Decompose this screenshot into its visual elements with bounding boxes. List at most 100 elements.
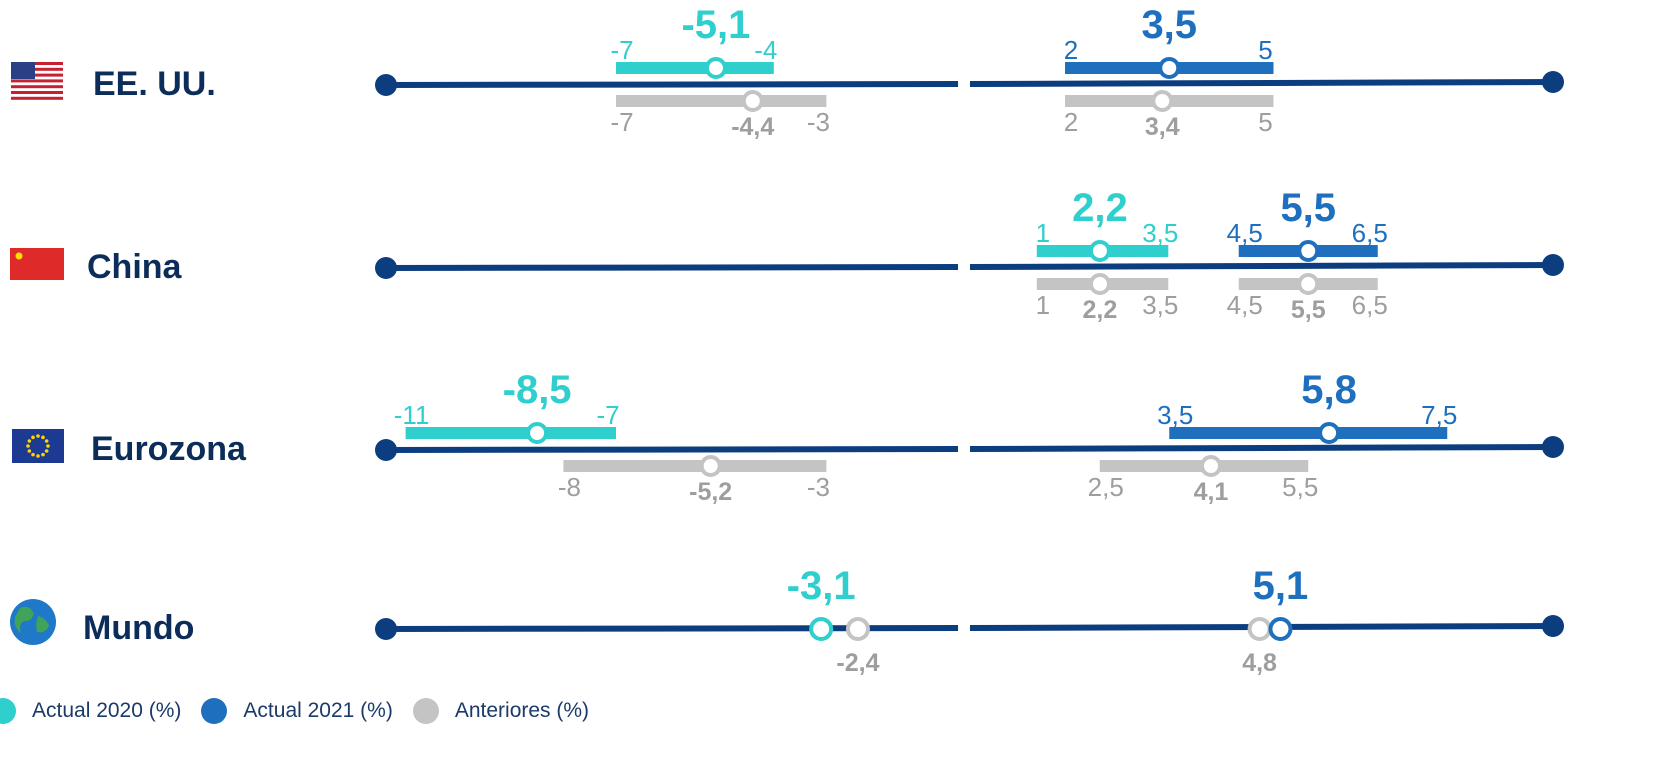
range-low-label-y2021-actual: 4,5	[1227, 218, 1263, 248]
axis-end-marker	[1542, 71, 1564, 93]
center-value-label-y2020-previous: -4,4	[731, 113, 774, 141]
range-high-label-y2021-actual: 7,5	[1421, 400, 1457, 430]
flag-star	[31, 435, 35, 440]
legend-swatch-previous	[412, 698, 439, 724]
marker-y2021-actual	[1158, 57, 1181, 79]
axis-line-2020	[385, 264, 959, 271]
flag-stripe	[11, 62, 63, 65]
eu-flag-icon	[12, 429, 64, 463]
flag-star	[41, 435, 45, 440]
center-value-label-y2021-actual: 3,5	[1141, 3, 1197, 47]
range-low-label-y2020-previous: -8	[558, 472, 581, 502]
marker-y2020-previous	[741, 90, 764, 112]
range-high-label-y2020-previous: -3	[807, 472, 830, 502]
axis-end-marker	[375, 257, 397, 279]
range-high-label-y2021-previous: 5,5	[1282, 472, 1318, 502]
flag-star	[44, 449, 49, 453]
globe-land	[36, 616, 49, 633]
center-value-label-y2021-actual: 5,5	[1280, 186, 1336, 230]
globe-icon	[10, 599, 56, 645]
flag-star	[44, 439, 49, 443]
range-high-label-y2021-previous: 6,5	[1352, 290, 1388, 320]
range-high-label-y2020-previous: -3	[807, 107, 830, 137]
legend-label-2021: Actual 2021 (%)	[243, 699, 393, 722]
range-low-label-y2021-previous: 2	[1064, 107, 1078, 137]
range-low-label-y2021-actual: 2	[1064, 35, 1078, 65]
flag-star	[46, 444, 50, 448]
legend: Actual 2020 (%) Actual 2021 (%) Anterior…	[0, 694, 609, 728]
flag-stripe	[11, 85, 63, 89]
marker-y2021-actual	[1268, 617, 1293, 641]
axis-end-marker	[375, 618, 397, 640]
flag-star	[27, 449, 32, 453]
axis-end-marker	[1542, 254, 1564, 276]
flag-star	[26, 444, 30, 448]
country-label: Eurozona	[91, 430, 247, 468]
center-value-label-y2021-previous: 4,1	[1194, 478, 1229, 506]
range-low-label-y2021-previous: 2,5	[1088, 472, 1124, 502]
center-value-label-y2021-actual: 5,8	[1301, 368, 1357, 412]
center-value-label-y2020-actual: -8,5	[503, 368, 572, 412]
marker-y2021-previous	[1247, 617, 1272, 641]
range-high-label-y2020-actual: 3,5	[1142, 218, 1178, 248]
legend-item-previous: Anteriores (%)	[412, 698, 590, 724]
country-label: Mundo	[83, 609, 194, 647]
axis-end-marker	[375, 74, 397, 96]
center-value-label-y2021-previous: 5,5	[1291, 296, 1326, 324]
country-label: EE. UU.	[93, 65, 216, 103]
range-low-label-y2020-previous: -7	[610, 107, 633, 137]
flag-star	[36, 434, 40, 438]
center-value-label-y2020-previous: -2,4	[836, 649, 879, 677]
legend-label-2020: Actual 2020 (%)	[32, 699, 182, 722]
flag-star	[36, 454, 40, 458]
legend-swatch-2021	[201, 698, 228, 724]
flag-stripe	[11, 79, 63, 83]
us-flag-icon	[11, 62, 63, 100]
legend-label-previous: Anteriores (%)	[454, 699, 590, 722]
flag-field	[12, 429, 64, 463]
marker-y2020-previous	[845, 617, 870, 641]
range-high-label-y2021-previous: 5	[1258, 107, 1272, 137]
axis-line-2020	[385, 446, 959, 453]
range-low-label-y2020-actual: 1	[1036, 218, 1050, 248]
range-high-label-y2021-actual: 6,5	[1352, 218, 1388, 248]
flag-canton	[11, 62, 35, 79]
range-high-label-y2020-actual: -4	[754, 35, 777, 65]
marker-y2021-actual	[1297, 240, 1320, 262]
axis-end-marker	[375, 439, 397, 461]
axis-line-2021	[969, 79, 1554, 87]
range-low-label-y2020-actual: -7	[610, 35, 633, 65]
marker-y2020-previous	[1088, 273, 1111, 295]
flag-stripe	[11, 73, 63, 77]
flag-star	[31, 452, 35, 457]
range-high-label-y2020-previous: 3,5	[1142, 290, 1178, 320]
axis-end-marker	[1542, 436, 1564, 458]
china-flag-icon	[10, 248, 64, 280]
center-value-label-y2021-previous: 4,8	[1242, 649, 1277, 677]
center-value-label-y2021-actual: 5,1	[1253, 564, 1309, 608]
marker-y2020-actual	[1088, 240, 1111, 262]
marker-y2020-actual	[526, 422, 549, 444]
axis-line-2020	[385, 81, 959, 88]
marker-y2020-actual	[704, 57, 727, 79]
axis-line-2021	[969, 444, 1554, 452]
globe-land	[14, 606, 34, 633]
range-high-label-y2020-actual: -7	[596, 400, 619, 430]
center-value-label-y2020-previous: 2,2	[1083, 296, 1118, 324]
range-low-label-y2020-actual: -11	[394, 400, 430, 430]
flag-stripe	[11, 96, 63, 100]
legend-item-2021: Actual 2021 (%)	[201, 698, 393, 724]
country-label: China	[87, 248, 183, 286]
range-low-label-y2021-previous: 4,5	[1227, 290, 1263, 320]
marker-y2021-previous	[1297, 273, 1320, 295]
axis-line-2021	[969, 262, 1554, 270]
marker-y2021-previous	[1151, 90, 1174, 112]
flag-stripe	[11, 91, 63, 94]
range-low-label-y2021-actual: 3,5	[1157, 400, 1193, 430]
legend-swatch-2020	[0, 698, 16, 724]
marker-y2020-previous	[699, 455, 722, 477]
legend-item-2020: Actual 2020 (%)	[0, 698, 181, 724]
range-low-label-y2020-previous: 1	[1036, 290, 1050, 320]
flag-stripe	[11, 67, 63, 71]
axis-line-2020	[385, 625, 959, 632]
